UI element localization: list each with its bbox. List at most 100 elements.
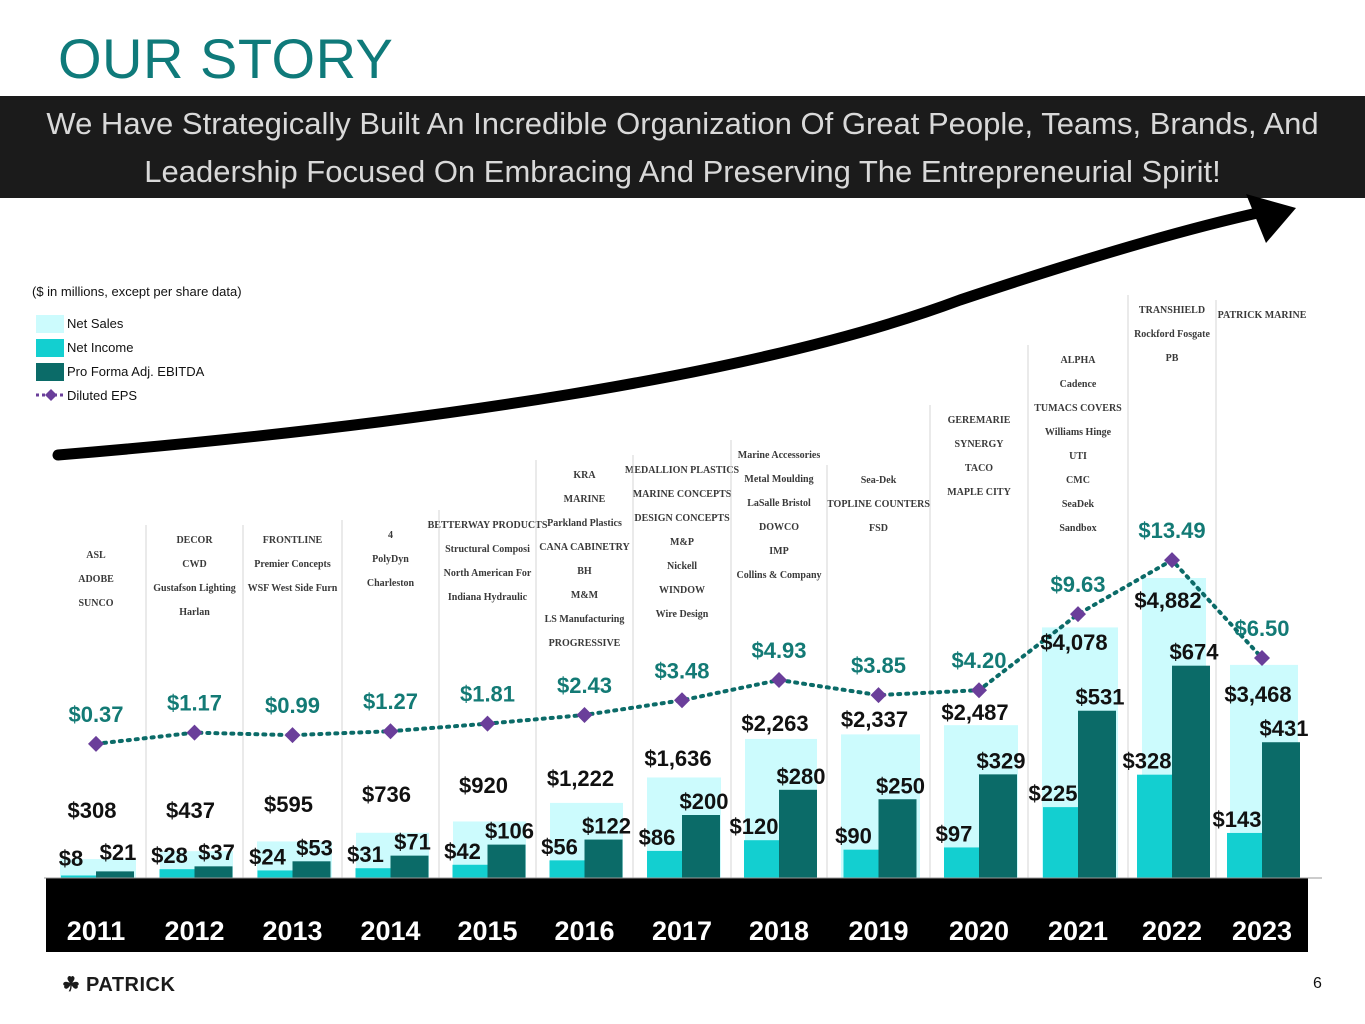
legend-label: Net Income	[67, 340, 134, 355]
acquisition-logo: Sandbox	[1059, 523, 1096, 534]
logo-group: GEREMARIE SYNERGY TACO MAPLE CITY	[947, 415, 1011, 498]
acquisition-logo: 4	[388, 530, 393, 541]
acquisition-logo: Cadence	[1060, 379, 1097, 390]
label-ebitda: $250	[876, 773, 925, 798]
label-net-income: $31	[347, 842, 384, 867]
acquisition-logo: BETTERWAY PRODUCTS	[428, 520, 548, 531]
label-net-sales: $3,468	[1224, 682, 1291, 707]
label-eps: $1.17	[167, 691, 222, 716]
label-net-income: $120	[730, 814, 779, 839]
acquisition-logos: ASL ADOBE SUNCO DECOR CWD Gustafson Lighting H…	[78, 305, 1307, 649]
legend-label: Net Sales	[67, 316, 124, 331]
bar-net-income	[1043, 807, 1078, 878]
data-labels: $308 $8 $21 $437 $28 $37 $595 $24 $53 $736 $31 $71 $…	[59, 518, 1309, 871]
acquisition-logo: North American For	[444, 568, 532, 579]
logo-group: BETTERWAY PRODUCTS Structural Composi Nort…	[428, 520, 548, 603]
acquisition-logo: PATRICK MARINE	[1218, 310, 1307, 321]
bar-net-income	[61, 875, 96, 878]
acquisition-logo: WSF West Side Furn	[248, 583, 338, 594]
eps-point	[284, 727, 301, 744]
eps-point	[870, 687, 887, 704]
acquisition-logo: Harlan	[179, 607, 210, 618]
bars	[60, 578, 1300, 878]
acquisition-logo: SYNERGY	[955, 439, 1005, 450]
label-eps: $3.85	[851, 653, 906, 678]
x-tick-label: 2017	[652, 916, 712, 946]
banner-line-1: We Have Strategically Built An Incredibl…	[46, 106, 1319, 141]
logo-group: TRANSHIELD Rockford Fosgate PB	[1134, 305, 1210, 364]
units-note: ($ in millions, except per share data)	[32, 284, 242, 299]
label-net-income: $28	[151, 843, 188, 868]
x-tick-label: 2016	[554, 916, 614, 946]
acquisition-logo: FRONTLINE	[263, 535, 323, 546]
label-eps: $4.93	[751, 638, 806, 663]
label-ebitda: $531	[1076, 685, 1125, 710]
x-tick-label: 2018	[749, 916, 809, 946]
label-eps: $3.48	[654, 658, 709, 683]
legend-swatch-net-income	[36, 339, 64, 357]
logo-group: MEDALLION PLASTICS MARINE CONCEPTS DESIGN …	[625, 465, 740, 620]
label-ebitda: $21	[100, 840, 137, 865]
page-title: OUR STORY	[58, 27, 394, 90]
year-separators	[145, 295, 1217, 878]
x-tick-label: 2013	[262, 916, 322, 946]
x-tick-label: 2021	[1048, 916, 1108, 946]
label-net-sales: $2,487	[941, 700, 1008, 725]
logo-group: Sea-Dek TOPLINE COUNTERS FSD	[827, 475, 930, 534]
label-net-income: $8	[59, 846, 83, 871]
acquisition-logo: ADOBE	[78, 574, 114, 585]
label-net-sales: $2,263	[741, 711, 808, 736]
eps-point	[771, 671, 787, 688]
acquisition-logo: BH	[577, 566, 592, 577]
x-tick-label: 2022	[1142, 916, 1202, 946]
label-net-sales: $1,222	[547, 766, 614, 791]
acquisition-logo: IMP	[769, 546, 788, 557]
acquisition-logo: DESIGN CONCEPTS	[634, 513, 730, 524]
banner-line-2: Leadership Focused On Embracing And Pres…	[144, 154, 1221, 189]
legend-swatch-net-sales	[36, 315, 64, 333]
acquisition-logo: MEDALLION PLASTICS	[625, 465, 740, 476]
label-eps: $13.49	[1138, 518, 1205, 543]
label-net-income: $90	[835, 824, 872, 849]
brand-logo: ☘ PATRICK	[62, 972, 175, 997]
acquisition-logo: GEREMARIE	[948, 415, 1011, 426]
bar-net-income	[1137, 774, 1172, 878]
bar-net-income	[159, 869, 195, 878]
bar-ebitda	[1262, 742, 1300, 878]
acquisition-logo: Gustafson Lighting	[153, 583, 236, 594]
acquisition-logo: M&P	[670, 537, 694, 548]
acquisition-logo: PolyDyn	[372, 554, 409, 565]
legend-swatch-ebitda	[36, 363, 64, 381]
label-eps: $0.99	[265, 693, 320, 718]
label-ebitda: $71	[394, 830, 431, 855]
eps-point	[186, 724, 203, 741]
eps-point	[1164, 552, 1180, 569]
acquisition-logo: FSD	[869, 523, 888, 534]
bar-ebitda	[584, 839, 623, 878]
acquisition-logo: PROGRESSIVE	[549, 638, 621, 649]
acquisition-logo: ALPHA	[1061, 355, 1097, 366]
growth-arrow-head	[1246, 194, 1296, 243]
acquisition-logo: Marine Accessories	[738, 450, 821, 461]
x-tick-label: 2023	[1232, 916, 1292, 946]
eps-point	[382, 723, 399, 740]
acquisition-logo: UTI	[1069, 451, 1087, 462]
logo-group: ASL ADOBE SUNCO	[78, 550, 114, 609]
label-eps: $6.50	[1234, 616, 1289, 641]
bar-net-income	[843, 849, 879, 878]
growth-arrow	[52, 206, 1268, 461]
label-net-sales: $736	[362, 782, 411, 807]
eps-point	[1254, 650, 1270, 666]
acquisition-logo: Nickell	[667, 561, 697, 572]
headline-banner: We Have Strategically Built An Incredibl…	[0, 96, 1365, 198]
label-net-sales: $595	[264, 792, 313, 817]
label-net-income: $97	[936, 821, 973, 846]
label-ebitda: $329	[977, 748, 1026, 773]
acquisition-logo: PB	[1166, 353, 1179, 364]
acquisition-logo: Metal Moulding	[744, 474, 813, 485]
acquisition-logo: TOPLINE COUNTERS	[827, 499, 930, 510]
acquisition-logo: Sea-Dek	[861, 475, 897, 486]
acquisition-logo: TACO	[965, 463, 993, 474]
label-net-income: $143	[1213, 807, 1262, 832]
bar-ebitda	[682, 815, 720, 878]
